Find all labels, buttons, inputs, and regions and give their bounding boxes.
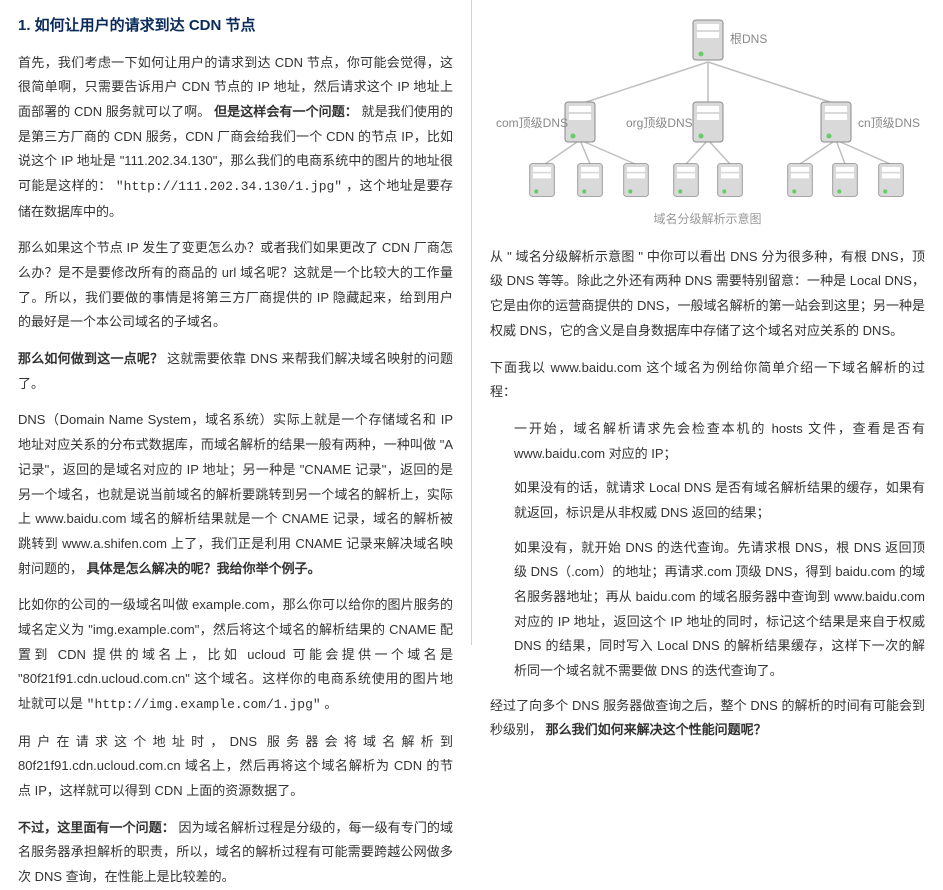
section-title: 1. 如何让用户的请求到达 CDN 节点 bbox=[18, 12, 453, 41]
text: 。 bbox=[324, 696, 337, 711]
paragraph: 比如你的公司的一级域名叫做 example.com，那么你可以给你的图片服务的域… bbox=[18, 593, 453, 717]
root-dns-server-icon bbox=[691, 18, 725, 62]
dns-tree-diagram: 根DNS com顶级DNS org顶级DNS cn顶级DNS bbox=[490, 12, 925, 202]
diagram-caption: 域名分级解析示意图 bbox=[490, 208, 925, 231]
text: 比如你的公司的一级域名叫做 example.com，那么你可以给你的图片服务的域… bbox=[18, 597, 453, 711]
text-bold: 不过，这里面有一个问题： bbox=[18, 820, 175, 835]
paragraph: 用户在请求这个地址时，DNS 服务器会将域名解析到 80f21f91.cdn.u… bbox=[18, 730, 453, 804]
step-item: 如果没有，就开始 DNS 的迭代查询。先请求根 DNS，根 DNS 返回顶级 D… bbox=[514, 536, 925, 684]
text-bold: 但是这样会有一个问题： bbox=[214, 104, 358, 119]
text: DNS（Domain Name System，域名系统）实际上就是一个存储域名和… bbox=[18, 412, 453, 575]
leaf-server-icon bbox=[528, 162, 556, 198]
step-item: 如果没有的话，就请求 Local DNS 是否有域名解析结果的缓存，如果有就返回… bbox=[514, 476, 925, 525]
paragraph: DNS（Domain Name System，域名系统）实际上就是一个存储域名和… bbox=[18, 408, 453, 581]
code-text: "http://img.example.com/1.jpg" bbox=[87, 697, 321, 712]
leaf-server-icon bbox=[622, 162, 650, 198]
leaf-server-icon bbox=[576, 162, 604, 198]
paragraph: 那么如何做到这一点呢？ 这就需要依靠 DNS 来帮我们解决域名映射的问题了。 bbox=[18, 347, 453, 396]
paragraph: 从 " 域名分级解析示意图 " 中你可以看出 DNS 分为很多种，有根 DNS，… bbox=[490, 245, 925, 344]
org-dns-server-icon bbox=[691, 100, 725, 144]
paragraph: 首先，我们考虑一下如何让用户的请求到达 CDN 节点，你可能会觉得，这很简单啊，… bbox=[18, 51, 453, 225]
org-dns-label: org顶级DNS bbox=[626, 112, 693, 135]
right-column: 根DNS com顶级DNS org顶级DNS cn顶级DNS 域名分级解析示意图… bbox=[472, 0, 943, 645]
text-bold: 那么我们如何来解决这个性能问题呢？ bbox=[546, 722, 767, 737]
leaf-server-icon bbox=[831, 162, 859, 198]
paragraph: 下面我以 www.baidu.com 这个域名为例给你简单介绍一下域名解析的过程… bbox=[490, 356, 925, 405]
text-bold: 具体是怎么解决的呢？我给你举个例子。 bbox=[87, 561, 321, 576]
code-text: "http://111.202.34.130/1.jpg" bbox=[116, 179, 342, 194]
paragraph: 经过了向多个 DNS 服务器做查询之后，整个 DNS 的解析的时间有可能会到秒级… bbox=[490, 694, 925, 743]
cn-dns-label: cn顶级DNS bbox=[858, 112, 920, 135]
com-dns-server-icon bbox=[563, 100, 597, 144]
left-column: 1. 如何让用户的请求到达 CDN 节点 首先，我们考虑一下如何让用户的请求到达… bbox=[0, 0, 472, 645]
root-dns-label: 根DNS bbox=[730, 28, 767, 51]
step-item: 一开始，域名解析请求先会检查本机的 hosts 文件，查看是否有 www.bai… bbox=[514, 417, 925, 466]
steps-block: 一开始，域名解析请求先会检查本机的 hosts 文件，查看是否有 www.bai… bbox=[490, 417, 925, 684]
paragraph: 那么如果这个节点 IP 发生了变更怎么办？或者我们如果更改了 CDN 厂商怎么办… bbox=[18, 236, 453, 335]
text-bold: 那么如何做到这一点呢？ bbox=[18, 351, 163, 366]
cn-dns-server-icon bbox=[819, 100, 853, 144]
com-dns-label: com顶级DNS bbox=[496, 112, 568, 135]
paragraph: 不过，这里面有一个问题： 因为域名解析过程是分级的，每一级有专门的域名服务器承担… bbox=[18, 816, 453, 890]
leaf-server-icon bbox=[672, 162, 700, 198]
leaf-server-icon bbox=[716, 162, 744, 198]
leaf-server-icon bbox=[786, 162, 814, 198]
leaf-server-icon bbox=[877, 162, 905, 198]
